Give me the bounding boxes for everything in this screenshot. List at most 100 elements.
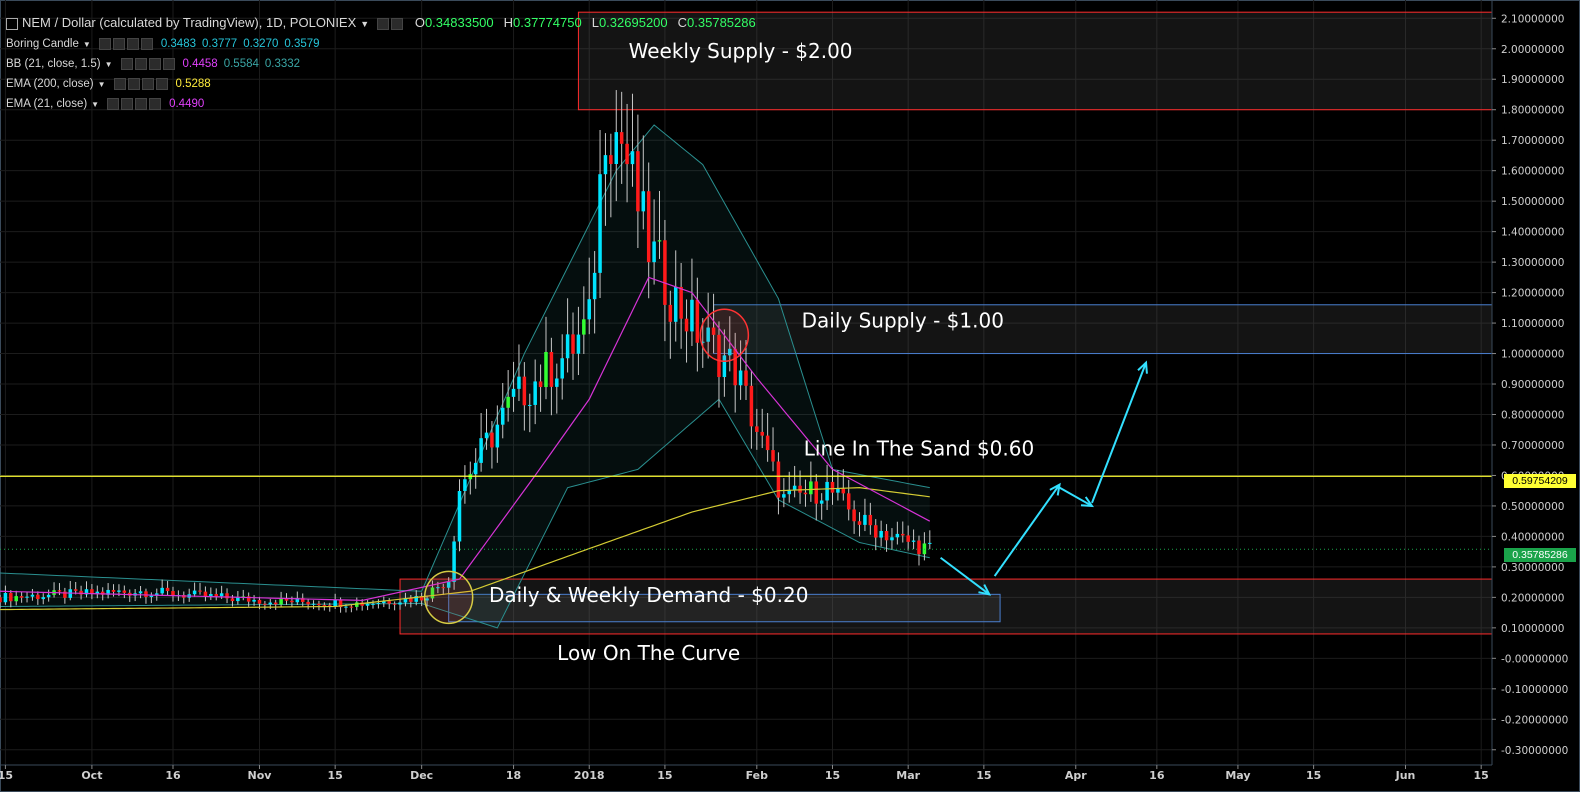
candle-body (3, 593, 8, 603)
time-tick-label: 15 (976, 769, 991, 782)
line-in-sand-label: Line In The Sand $0.60 (804, 437, 1034, 461)
candle-body (144, 591, 148, 598)
price-tick-label: 1.10000000 (1501, 318, 1564, 330)
candle-body (803, 492, 808, 495)
candle-body (111, 589, 116, 592)
chevron-down-icon[interactable]: ▼ (104, 60, 113, 70)
zones (399, 11, 1493, 635)
annotations: Weekly Supply - $2.00 Daily Supply - $1.0… (423, 39, 1148, 665)
ema-21-line (0, 276, 931, 602)
chevron-down-icon[interactable]: ▼ (91, 100, 100, 110)
candle-body (160, 587, 164, 594)
close-icon[interactable] (162, 58, 175, 70)
candle-body (538, 381, 543, 388)
time-tick-label: May (1225, 769, 1250, 782)
ohlc-value: 0.32695200 (598, 15, 668, 30)
candle-body (149, 595, 154, 598)
time-tick-label: 15 (657, 769, 672, 782)
price-tick-label: 1.00000000 (1501, 349, 1564, 361)
candle-body (911, 540, 916, 542)
candle-body (614, 132, 619, 165)
indicator-legend-row[interactable]: EMA (21, close) ▼ 0.4490 (6, 98, 204, 110)
candle-body (776, 461, 781, 498)
chevron-down-icon[interactable]: ▼ (82, 40, 91, 50)
price-tick-label: -0.10000000 (1501, 684, 1568, 696)
candle-body (744, 370, 748, 386)
candle-body (268, 602, 273, 605)
visibility-icon[interactable] (113, 78, 126, 90)
candle-body (868, 514, 873, 526)
candle-body (609, 155, 613, 165)
close-icon[interactable] (140, 38, 153, 50)
indicator-legend-row[interactable]: Boring Candle ▼ 0.3483 0.3777 0.3270 0.3579 (6, 38, 320, 50)
visibility-icon[interactable] (377, 17, 390, 30)
indicator-value: 0.3483 (160, 38, 196, 51)
symbol-title: NEM / Dollar (calculated by TradingView)… (22, 15, 357, 30)
candle-body (441, 587, 446, 589)
price-tick-label: 1.70000000 (1501, 135, 1564, 147)
price-tick-label: 0.20000000 (1501, 592, 1564, 604)
candle-body (295, 598, 300, 603)
candle-body (728, 348, 732, 356)
settings-icon[interactable] (127, 78, 140, 90)
candle-body (684, 318, 689, 332)
candle-body (760, 431, 764, 436)
add-icon[interactable] (141, 78, 154, 90)
menu-icon[interactable] (6, 17, 18, 30)
close-icon[interactable] (149, 98, 162, 110)
candle-body (582, 319, 586, 335)
candle-body (300, 598, 305, 602)
ema-200-line (0, 487, 930, 611)
highlight-circle (699, 308, 750, 363)
moving-averages (0, 276, 931, 611)
candle-body (430, 587, 435, 599)
horizontal-lines (0, 475, 1492, 550)
visibility-icon[interactable] (120, 58, 133, 70)
chevron-down-icon[interactable]: ▼ (360, 19, 370, 29)
chevron-down-icon[interactable]: ▼ (97, 80, 106, 90)
candle-body (652, 241, 656, 263)
candle-body (792, 485, 797, 490)
settings-icon[interactable] (112, 38, 125, 50)
arrow-head (1137, 360, 1148, 374)
add-icon[interactable] (148, 58, 161, 70)
settings-icon[interactable] (391, 17, 404, 30)
candle-body (30, 594, 35, 597)
ohlc-value: 0.37774750 (513, 15, 582, 30)
candle-body (73, 589, 78, 591)
settings-icon[interactable] (121, 98, 134, 110)
ohlc-value: 0.35785286 (687, 15, 756, 30)
candle-body (625, 143, 629, 165)
settings-icon[interactable] (134, 58, 147, 70)
add-icon[interactable] (126, 38, 139, 50)
candle-body (273, 602, 278, 605)
candle-body (344, 606, 348, 608)
candle-body (836, 488, 840, 493)
projection-arrow (993, 484, 1061, 577)
symbol-header[interactable]: NEM / Dollar (calculated by TradingView)… (6, 15, 756, 30)
candle-body (263, 603, 267, 605)
add-icon[interactable] (135, 98, 148, 110)
candle-body (46, 594, 51, 598)
projection-arrow (1091, 362, 1147, 504)
candle-body (522, 376, 527, 406)
indicator-legend-row[interactable]: BB (21, close, 1.5) ▼ 0.4458 0.5584 0.3332 (6, 58, 300, 70)
candle-body (414, 596, 419, 602)
visibility-icon[interactable] (98, 38, 111, 50)
price-tick-label: 1.80000000 (1501, 105, 1564, 117)
ohlc-key: C (677, 15, 688, 30)
indicator-legend-row[interactable]: EMA (200, close) ▼ 0.5288 (6, 78, 211, 90)
demand-outer-zone (399, 578, 1493, 635)
candle-body (100, 591, 105, 595)
candle-body (917, 540, 921, 555)
indicator-value: 0.5584 (223, 58, 259, 71)
highlight-circle (423, 570, 474, 625)
time-axis: 15 Oct 16 Nov 15 Dec 18 2018 15 Feb 15 Mar 15 Apr 16 Ma… (0, 764, 1492, 782)
last-price-tag: 0.35785286 (1504, 548, 1576, 562)
visibility-icon[interactable] (107, 98, 120, 110)
candle-body (322, 605, 327, 607)
close-icon[interactable] (155, 78, 168, 90)
indicator-name: EMA (200, close) (6, 78, 94, 91)
candle-body (63, 591, 67, 598)
